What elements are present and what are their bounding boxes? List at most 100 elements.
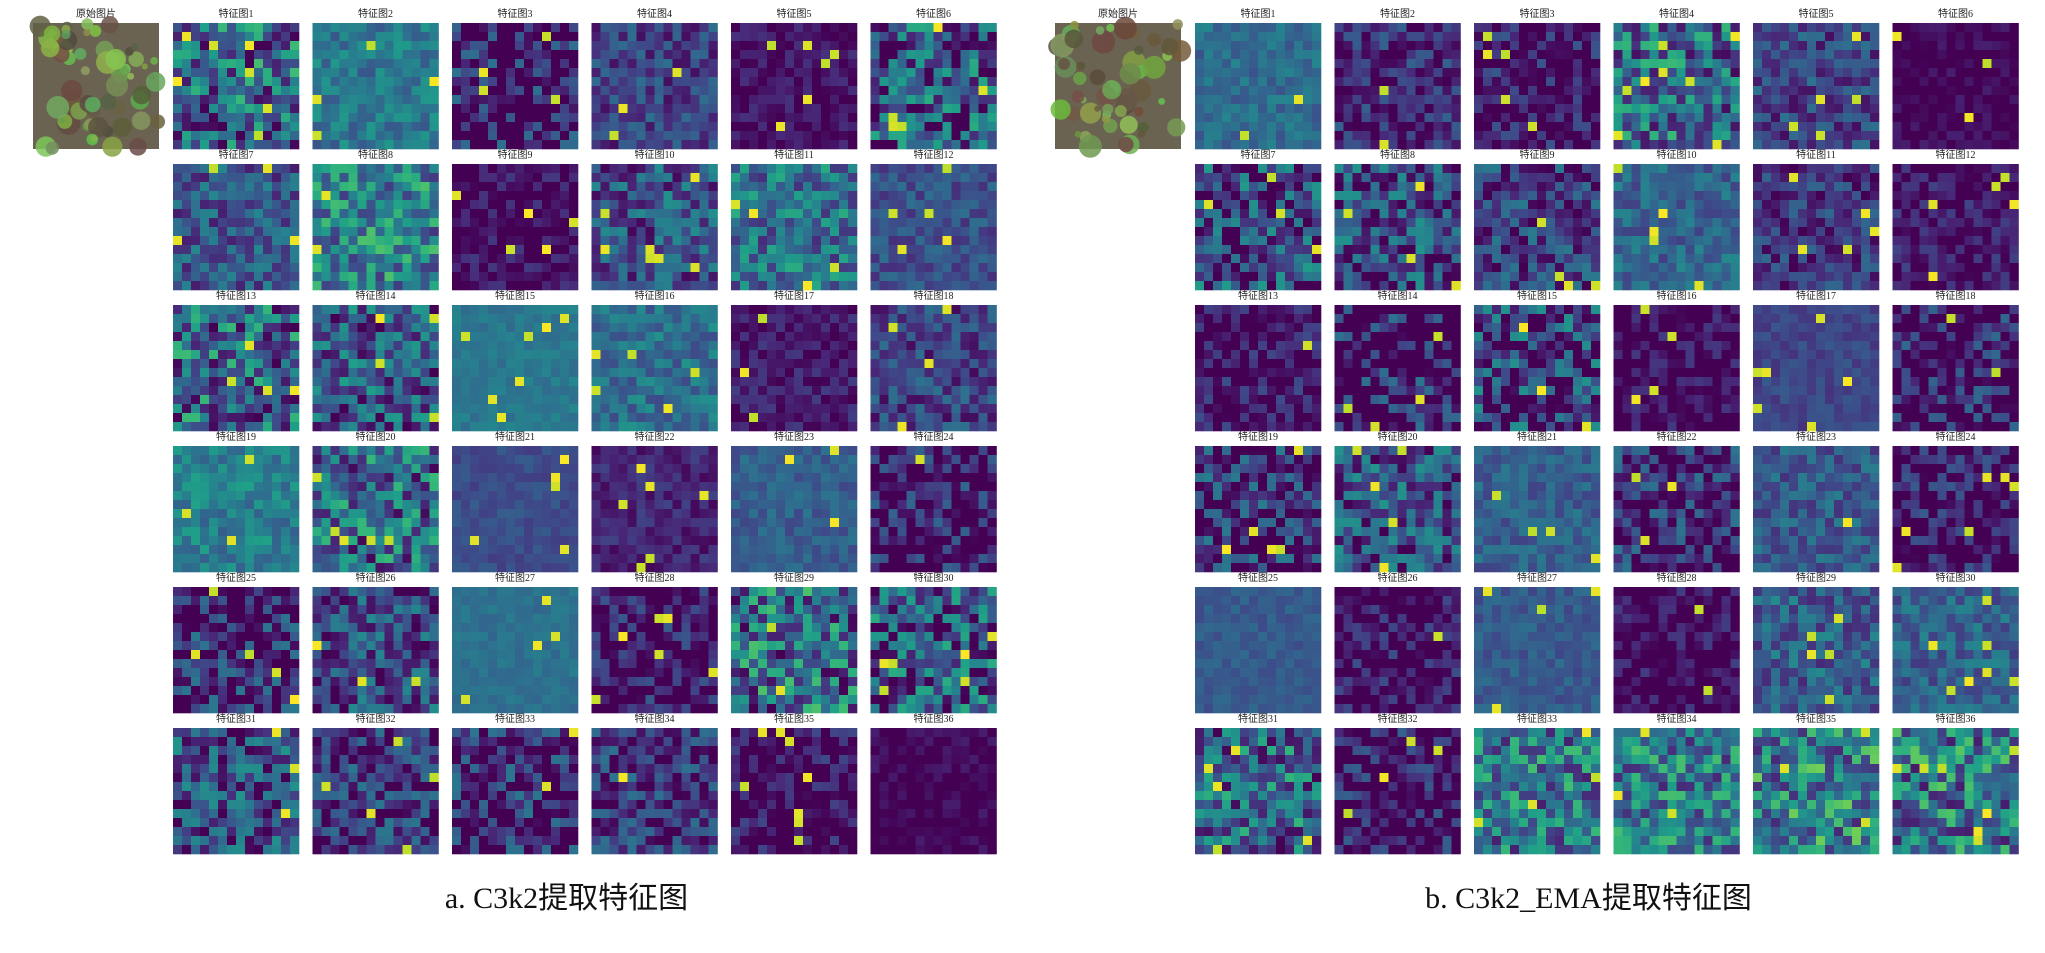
feature-pixel	[290, 332, 300, 342]
feature-pixel	[402, 500, 412, 510]
feature-pixel	[830, 341, 840, 351]
feature-pixel	[848, 104, 858, 114]
feature-pixel	[672, 263, 682, 273]
feature-pixel	[848, 122, 858, 132]
feature-pixel	[942, 191, 952, 201]
feature-pixel	[560, 509, 570, 519]
feature-pixel	[951, 122, 961, 132]
feature-pixel	[470, 59, 480, 69]
feature-pixel	[600, 536, 610, 546]
feature-pixel	[627, 527, 637, 537]
feature-pixel	[663, 104, 673, 114]
feature-pixel	[821, 473, 831, 483]
feature-pixel	[227, 314, 237, 324]
feature-pixel	[830, 32, 840, 42]
feature-pixel	[272, 41, 282, 51]
feature-pixel	[645, 323, 655, 333]
feature-pixel	[839, 191, 849, 201]
feature-pixel	[402, 350, 412, 360]
feature-pixel	[870, 200, 880, 210]
feature-pixel	[209, 368, 219, 378]
feature-pixel	[654, 545, 664, 555]
feature-pixel	[627, 482, 637, 492]
feature-pixel	[663, 413, 673, 423]
feature-pixel	[951, 95, 961, 105]
feature-pixel	[497, 218, 507, 228]
feature-pixel	[906, 554, 916, 564]
photo-blob	[81, 18, 94, 31]
feature-pixel	[794, 368, 804, 378]
feature-pixel	[609, 209, 619, 219]
feature-pixel	[420, 41, 430, 51]
feature-pixel	[402, 545, 412, 555]
feature-map: 特征图23	[731, 431, 858, 573]
feature-pixel	[402, 554, 412, 564]
feature-pixel	[348, 263, 358, 273]
feature-pixel	[393, 305, 403, 315]
feature-pixel	[272, 59, 282, 69]
feature-pixel	[803, 359, 813, 369]
feature-pixel	[200, 455, 210, 465]
feature-pixel	[348, 227, 358, 237]
feature-pixel	[906, 413, 916, 423]
feature-pixel	[375, 263, 385, 273]
feature-pixel	[758, 41, 768, 51]
feature-pixel	[776, 509, 786, 519]
feature-pixel	[366, 131, 376, 141]
feature-pixel	[402, 482, 412, 492]
feature-pixel	[245, 86, 255, 96]
feature-pixel	[515, 122, 525, 132]
feature-pixel	[812, 554, 822, 564]
feature-pixel	[830, 545, 840, 555]
feature-pixel	[654, 50, 664, 60]
feature-pixel	[915, 545, 925, 555]
feature-pixel	[200, 386, 210, 396]
feature-pixel	[227, 473, 237, 483]
feature-pixel	[978, 50, 988, 60]
feature-pixel	[969, 446, 979, 456]
feature-pixel	[663, 527, 673, 537]
feature-pixel	[654, 173, 664, 183]
feature-pixel	[452, 236, 462, 246]
feature-pixel	[560, 209, 570, 219]
feature-pixel	[515, 236, 525, 246]
feature-pixel	[191, 209, 201, 219]
feature-pixel	[915, 95, 925, 105]
feature-pixel	[209, 104, 219, 114]
feature-pixel	[497, 182, 507, 192]
feature-pixel	[357, 536, 367, 546]
feature-pixel	[915, 341, 925, 351]
feature-pixel	[645, 68, 655, 78]
feature-pixel	[533, 500, 543, 510]
feature-pixel	[942, 377, 952, 387]
feature-pixel	[402, 368, 412, 378]
feature-pixel	[191, 686, 201, 696]
feature-pixel	[645, 455, 655, 465]
feature-pixel	[533, 182, 543, 192]
feature-pixel	[470, 122, 480, 132]
feature-pixel	[348, 218, 358, 228]
feature-pixel	[560, 245, 570, 255]
feature-pixel	[942, 218, 952, 228]
feature-pixel	[987, 164, 997, 174]
feature-pixel	[227, 281, 237, 291]
feature-pixel	[366, 59, 376, 69]
feature-pixel	[470, 281, 480, 291]
feature-pixel	[960, 377, 970, 387]
feature-pixel	[591, 341, 601, 351]
feature-pixel	[515, 59, 525, 69]
feature-pixel	[830, 245, 840, 255]
feature-pixel	[740, 23, 750, 33]
feature-pixel	[542, 314, 552, 324]
feature-pixel	[533, 200, 543, 210]
feature-pixel	[978, 209, 988, 219]
feature-pixel	[767, 509, 777, 519]
feature-pixel	[812, 245, 822, 255]
feature-pixel	[218, 482, 228, 492]
feature-pixel	[263, 68, 273, 78]
photo-blob	[131, 111, 151, 130]
feature-pixel	[776, 377, 786, 387]
feature-pixel	[245, 563, 255, 573]
feature-pixel	[627, 140, 637, 150]
feature-pixel	[366, 305, 376, 315]
